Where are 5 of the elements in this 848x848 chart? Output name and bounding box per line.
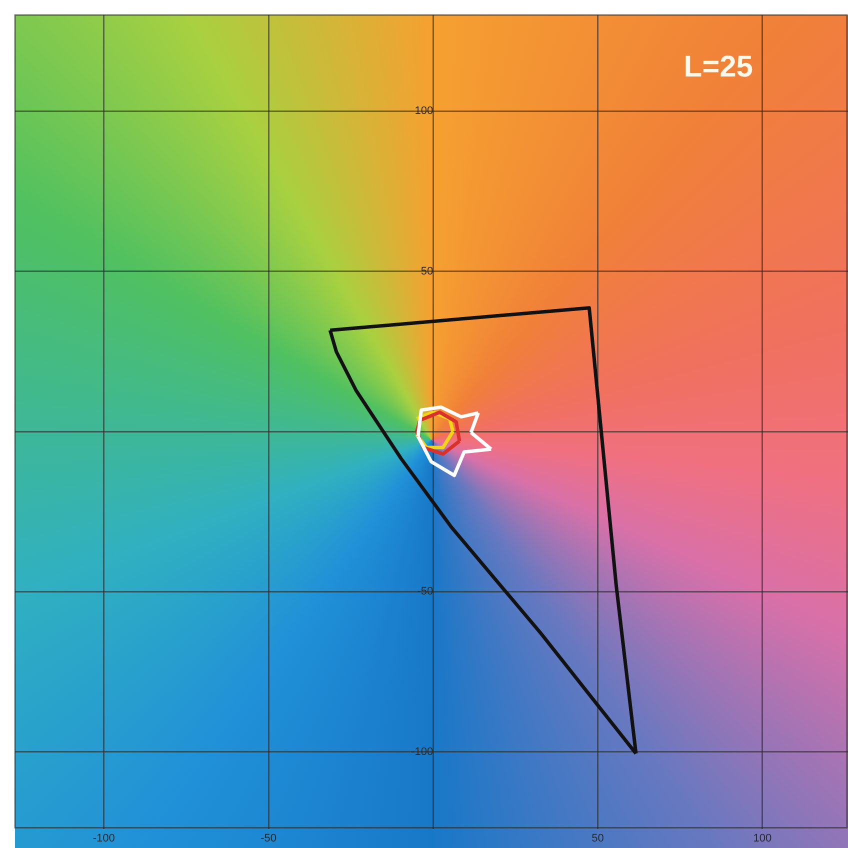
annotation: L=25	[684, 50, 753, 84]
x-tick-label: 100	[753, 832, 772, 844]
x-tick-label: 50	[592, 832, 604, 844]
x-tick-label: -100	[92, 832, 115, 844]
x-tick-label: -50	[260, 832, 276, 844]
